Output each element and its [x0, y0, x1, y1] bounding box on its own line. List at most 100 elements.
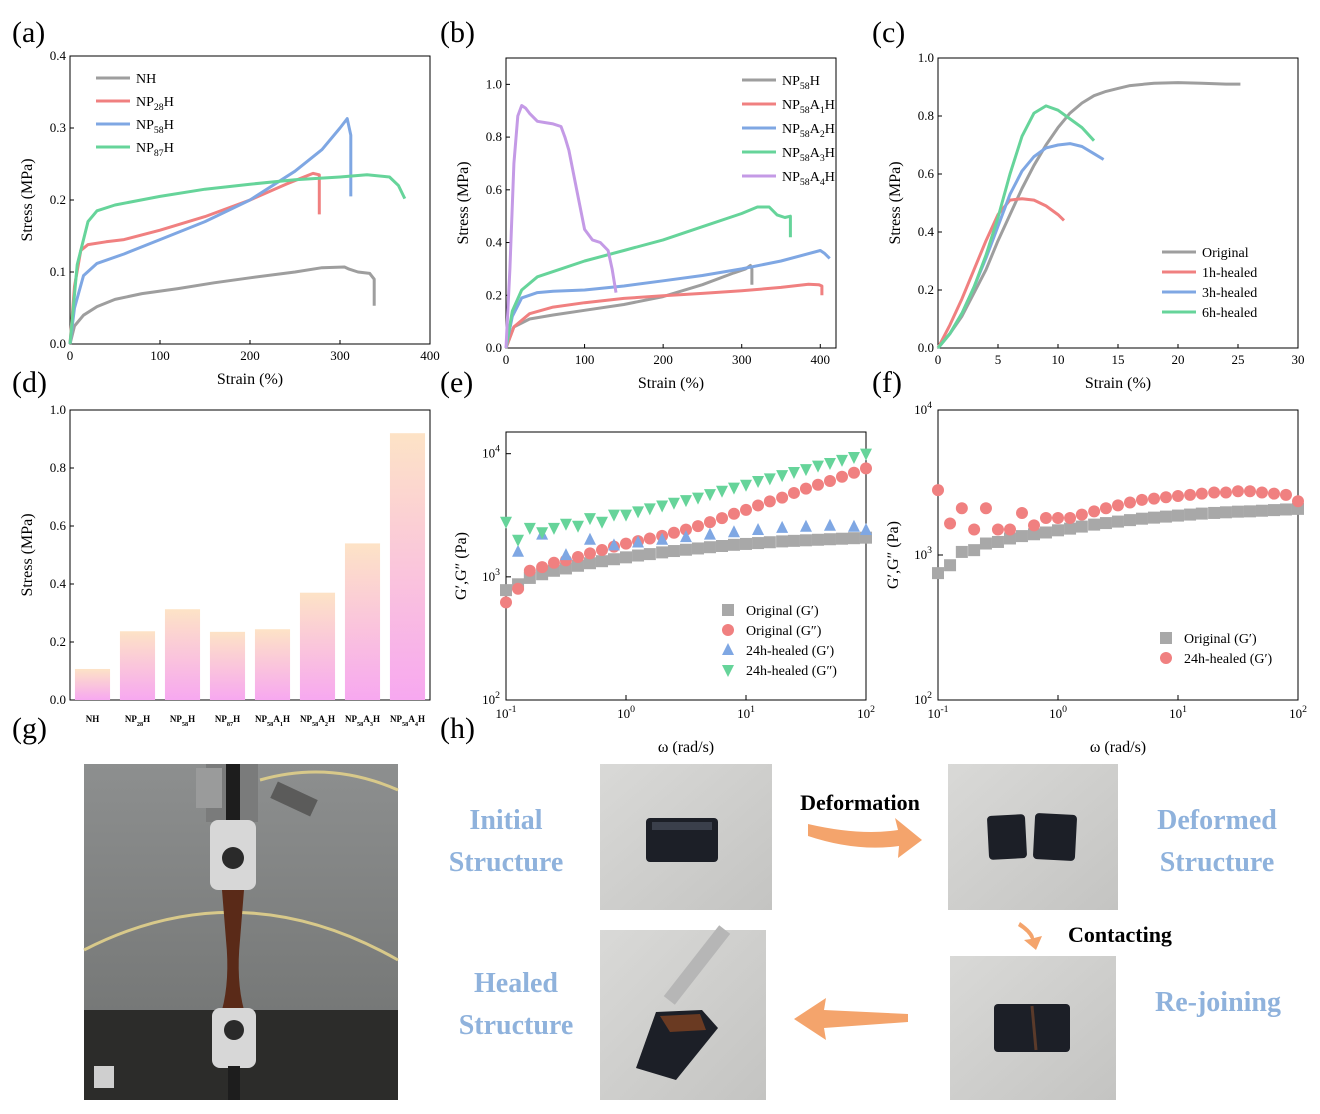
- y-axis-label: Stress (MPa): [455, 161, 472, 244]
- point-s0-13: [1088, 518, 1101, 531]
- point-s1-26: [811, 478, 824, 491]
- x-tick-label: 102: [1289, 704, 1307, 721]
- point-s3-28: [836, 454, 849, 467]
- y-tick-label: 0.0: [50, 336, 66, 351]
- point-s0-22: [1195, 507, 1208, 520]
- y-tick-label: 102: [914, 690, 932, 707]
- axes-d-frame: [69, 409, 431, 701]
- healing-process: Initial Structure Deformation Deformed S…: [449, 764, 1281, 1100]
- x-tick-label: 10-1: [927, 704, 948, 721]
- legend-marker-1: [1160, 652, 1172, 664]
- legend-marker-3: [722, 665, 734, 677]
- y-axis-label: Stress (MPa): [19, 513, 36, 596]
- bar-4: [254, 629, 291, 700]
- legend-label-1: 24h-healed (G′): [1184, 652, 1273, 667]
- chart-d: 0.0 0.2 0.4 0.6 0.8 1.0 Stress (MPa) NH NP28H NP5…: [19, 402, 431, 728]
- point-s0-12: [1075, 520, 1088, 533]
- point-s3-11: [632, 506, 645, 519]
- point-s1-8: [596, 544, 609, 557]
- point-s1-28: [836, 470, 849, 483]
- panel-label-b: (b): [440, 16, 475, 49]
- y-tick-label: 0.2: [50, 634, 66, 649]
- point-s0-16: [1123, 514, 1136, 527]
- point-s3-6: [571, 520, 584, 533]
- x-tick-label: 100: [150, 348, 170, 363]
- point-s0-10: [1052, 524, 1064, 537]
- x-axis-label: Strain (%): [1085, 375, 1151, 392]
- series-line-3: [936, 104, 1096, 349]
- point-s1-11: [1064, 511, 1077, 524]
- point-s0-23: [1208, 506, 1221, 519]
- x-tick-label: 100: [1049, 704, 1067, 721]
- point-s2-8: [703, 527, 716, 540]
- point-s3-21: [752, 476, 765, 489]
- y-tick-label: 0.8: [50, 460, 66, 475]
- x-tick-label: 100: [617, 704, 635, 721]
- point-s0-14: [667, 545, 680, 558]
- point-s0-10: [620, 551, 632, 564]
- point-s3-20: [740, 479, 752, 492]
- legend-label-0: Original: [1202, 246, 1249, 261]
- point-s1-4: [547, 556, 560, 569]
- point-s0-12: [643, 548, 656, 561]
- photo-initial-sample: [600, 764, 772, 910]
- point-s2-6: [656, 532, 669, 545]
- point-s1-14: [1099, 502, 1112, 515]
- y-axis-label: G′,G″ (Pa): [885, 521, 902, 589]
- point-s0-29: [1279, 503, 1292, 516]
- point-s3-29: [847, 451, 860, 464]
- point-s3-15: [679, 495, 692, 508]
- x-tick-label: 25: [1232, 352, 1245, 367]
- point-s2-7: [679, 530, 692, 543]
- point-s0-29: [847, 532, 860, 545]
- legend-marker-0: [1160, 632, 1172, 644]
- legend-marker-2: [722, 643, 734, 655]
- panel-label-c: (c): [872, 16, 905, 49]
- panel-label-g: (g): [12, 712, 47, 745]
- x-axis-label: ω (rad/s): [658, 739, 714, 756]
- point-s1-22: [763, 495, 776, 508]
- point-s0-8: [596, 555, 609, 568]
- point-s1-14: [667, 526, 680, 539]
- x-tick-label: 0: [935, 352, 942, 367]
- point-s1-18: [716, 512, 729, 525]
- point-s3-3: [536, 527, 549, 540]
- point-s0-7: [583, 557, 596, 570]
- point-s0-20: [740, 537, 752, 550]
- bar-2: [164, 609, 201, 700]
- point-s1-27: [823, 475, 836, 488]
- initial-line2: Structure: [449, 847, 564, 878]
- legend-label-2: NP58H: [136, 118, 174, 136]
- y-tick-label: 0.4: [486, 235, 503, 250]
- y-tick-label: 1.0: [50, 402, 66, 417]
- point-s1-5: [991, 523, 1004, 536]
- x-tick-label: 101: [737, 704, 755, 721]
- point-s0-9: [607, 553, 620, 566]
- y-tick-label: 0.4: [50, 48, 67, 63]
- rejoining-label: Re-joining: [1155, 987, 1281, 1018]
- point-s0-21: [752, 537, 765, 550]
- point-s1-0: [500, 596, 512, 609]
- legend-label-3: NP58A3H: [782, 146, 835, 164]
- point-s1-13: [1088, 505, 1101, 518]
- point-s0-6: [571, 559, 584, 572]
- panel-label-e: (e): [440, 366, 473, 399]
- y-tick-label: 0.4: [50, 576, 67, 591]
- y-tick-label: 104: [914, 400, 932, 417]
- point-s3-14: [667, 497, 680, 510]
- category-label-4: NP58A1H: [255, 714, 290, 728]
- point-s1-7: [583, 547, 596, 560]
- y-tick-label: 0.0: [486, 340, 502, 355]
- point-s3-26: [811, 460, 824, 473]
- point-s3-2: [523, 522, 536, 535]
- point-s0-18: [716, 540, 729, 553]
- point-s0-4: [979, 537, 992, 550]
- legend-label-1: NP28H: [136, 95, 174, 113]
- x-tick-label: 20: [1172, 352, 1185, 367]
- y-tick-label: 1.0: [486, 76, 502, 91]
- point-s2-13: [823, 518, 836, 531]
- point-s0-25: [799, 534, 812, 547]
- axes-c-frame: [937, 57, 1299, 349]
- point-s3-30: [860, 448, 872, 461]
- legend-marker-1: [722, 624, 734, 636]
